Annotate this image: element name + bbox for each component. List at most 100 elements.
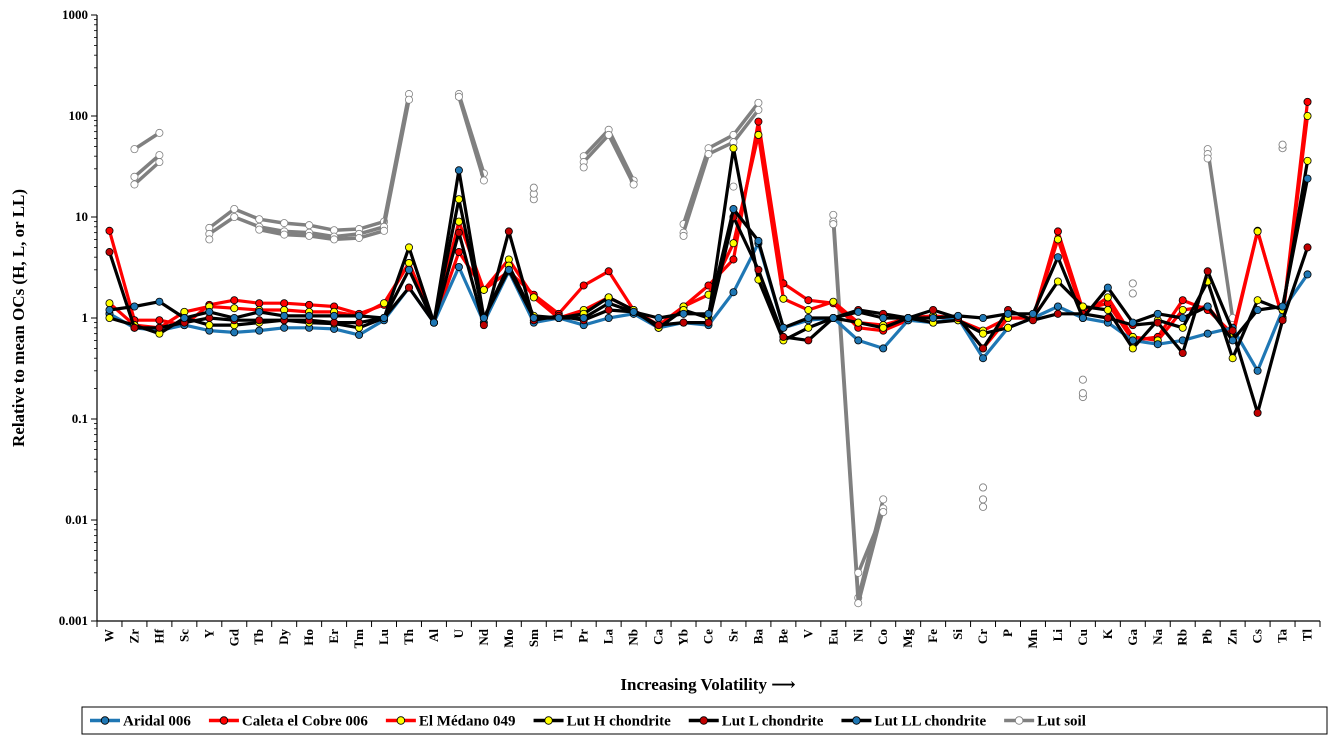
series-lut-ll-chondrite-point [804,313,813,322]
series-lut-h-chondrite-point [454,195,463,204]
series-lut-ll-chondrite-point [604,299,613,308]
series-lut-ll-chondrite-point [380,313,389,322]
series-lut-soil-point [879,508,888,517]
x-tick-label: Be [775,629,790,644]
series-lut-soil-line [681,101,760,225]
series-lut-soil-point [979,495,988,504]
y-tick-label: 100 [69,108,89,123]
series-lut-soil-point [704,150,713,159]
series-lut-ll-chondrite-point [454,166,463,175]
series-lut-ll-chondrite-point [979,313,988,322]
series-lut-soil-point [829,220,838,229]
series-lut-ll-chondrite-point [879,313,888,322]
series-lut-ll-chondrite-point [429,318,438,327]
series-lut-soil-line [831,221,885,605]
series-lut-l-chondrite-point [1303,243,1312,252]
series-lut-ll-chondrite-point [1303,174,1312,183]
series-lut-soil-point [1203,154,1212,163]
x-tick-label: Ce [701,629,716,644]
series-lut-soil-point [629,180,638,189]
x-tick-label: Pb [1200,629,1215,644]
legend-lut-soil-label: Lut soil [1037,714,1086,730]
series-aridal-006-point [1253,366,1262,375]
series-el-m-dano-049-point [529,293,538,302]
series-lut-soil-line [681,108,760,234]
series-lut-soil-point [130,172,139,181]
series-lut-h-chondrite-point [1053,277,1062,286]
series-el-m-dano-049-point [230,304,239,313]
series-lut-soil-point [255,225,264,234]
y-tick-label: 1 [82,310,89,325]
series-lut-l-chondrite-point [1178,349,1187,358]
series-lut-h-chondrite-point [979,329,988,338]
legend-el-m-dano-049-marker [396,716,406,725]
legend: Aridal 006 Caleta el Cobre 006 El Médano 0… [81,706,1328,735]
x-tick-label: P [1000,629,1015,637]
x-tick-label: U [451,628,466,638]
series-lut-l-chondrite-point [479,321,488,330]
x-tick-label: Ta [1275,629,1290,643]
series-caleta-el-cobre-006-point [255,299,264,308]
y-tick-label: 0.01 [65,512,88,527]
series-el-m-dano-049-point [804,306,813,315]
series-lut-ll-chondrite-point [230,313,239,322]
series-lut-soil-point [230,205,239,214]
series-lut-ll-chondrite-point [130,302,139,311]
series-lut-l-chondrite-point [155,323,164,332]
series-caleta-el-cobre-006-point [454,248,463,257]
x-tick-label: Ba [750,629,765,645]
legend-lut-soil-marker [1014,716,1024,725]
series-lut-h-chondrite-point [205,321,214,330]
series-lut-ll-chondrite [105,166,1312,345]
series-lut-soil-point [305,221,314,230]
series-lut-soil-point [979,483,988,492]
series-lut-l-chondrite-point [679,318,688,327]
series-caleta-el-cobre-006-point [579,281,588,290]
series-lut-soil [130,90,1237,602]
x-tick-label: Sr [725,629,740,642]
series-lut-soil-line [856,511,885,574]
series-lut-ll-chondrite-point [1004,309,1013,318]
series-lut-l-chondrite-point [1253,408,1262,417]
series-lut-soil-point [1078,389,1087,398]
series-lut-ll-chondrite-point [404,265,413,274]
series-lut-h-chondrite-point [1178,323,1187,332]
series-lut-ll-chondrite-point [1053,253,1062,262]
legend-lut-h-chondrite-label: Lut H chondrite [567,714,672,730]
series-lut-ll-chondrite-point [754,236,763,245]
series-lut-ll-chondrite-point [330,311,339,320]
series-lut-l-chondrite-point [704,318,713,327]
series-lut-l-chondrite-point [979,344,988,353]
x-tick-label: Ni [850,629,865,642]
x-tick-label: Cs [1250,629,1265,643]
series-aridal-006-point [1303,270,1312,279]
series-lut-ll-chondrite-point [1128,318,1137,327]
legend-aridal-006-marker [100,716,110,725]
series-lut-h-chondrite-point [804,323,813,332]
series-lut-h-chondrite-point [854,318,863,327]
series-lut-soil-point [879,495,888,504]
series-aridal-006-point [1203,329,1212,338]
series-el-m-dano-049-point [1053,235,1062,244]
series-lut-soil-line [208,99,411,239]
series-el-m-dano-049-point [404,259,413,268]
x-tick-label: Ti [551,629,566,641]
series-lut-ll-chondrite-point [829,313,838,322]
series-lut-ll-chondrite-point [854,307,863,316]
series-lut-soil-line [208,93,411,232]
legend-el-m-dano-049-label: El Médano 049 [419,714,516,730]
series-aridal-006-point [454,262,463,271]
series-lut-ll-chondrite-point [1278,302,1287,311]
series-lut-soil-line [457,96,486,182]
series-lut-l-chondrite-point [1278,316,1287,325]
series-lut-h-chondrite-point [404,243,413,252]
series-lut-l-chondrite-point [255,316,264,325]
series-lut-ll-chondrite-point [704,309,713,318]
series-lut-soil-line [1205,148,1235,319]
series-caleta-el-cobre-006-point [155,316,164,325]
series-lut-soil-line [258,227,385,242]
series-caleta-el-cobre-006-point [280,299,289,308]
legend-lut-h-chondrite-marker [544,716,553,725]
series-lut-ll-chondrite-point [579,313,588,322]
series-aridal-006-point [280,323,289,332]
